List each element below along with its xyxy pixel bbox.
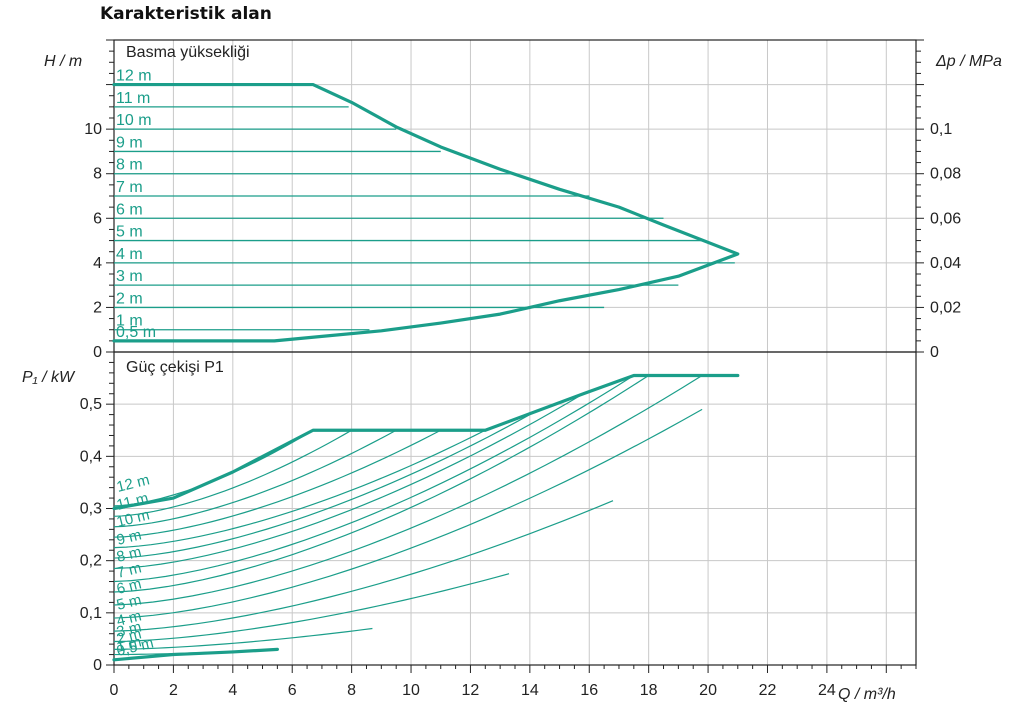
power-label: 5 m (115, 591, 143, 614)
power-curve (113, 374, 635, 583)
head-label: 5 m (116, 224, 143, 241)
y-tick-label-right: 0,1 (930, 121, 952, 138)
power-label: 2 m (115, 625, 143, 648)
y-tick-label-right: 0,02 (930, 299, 961, 316)
x-tick-label: 14 (521, 682, 539, 699)
axis-ticks (106, 39, 924, 673)
power-curve (113, 500, 614, 632)
power-envelope (112, 373, 740, 511)
x-tick-label: 0 (110, 682, 119, 699)
y-tick-label-lower: 0,1 (80, 605, 102, 622)
head-label: 7 m (116, 179, 143, 196)
power-label: 9 m (115, 526, 143, 549)
power-curve (113, 429, 442, 538)
y-axis-label-upper: H / m (44, 53, 82, 70)
y-tick-label-lower: 0,4 (80, 448, 102, 465)
power-curve (113, 429, 352, 517)
power-curve (113, 627, 373, 650)
x-axis-label: Q / m³/h (838, 686, 896, 703)
head-label: 9 m (116, 134, 143, 151)
power-curve (113, 393, 584, 570)
head-label: 12 m (116, 68, 152, 85)
power-label: 6 m (115, 575, 143, 598)
head-label: 0,5 m (116, 324, 156, 341)
power-curve (113, 374, 649, 593)
y-tick-label-lower: 0,3 (80, 501, 102, 518)
power-curve (113, 414, 531, 559)
head-label: 2 m (116, 290, 143, 307)
head-label: 3 m (116, 268, 143, 285)
power-curve (113, 374, 703, 606)
y-tick-label-upper: 0 (93, 344, 102, 361)
x-tick-label: 20 (699, 682, 717, 699)
power-curves (112, 373, 740, 662)
power-curve (113, 429, 486, 549)
y-tick-label-right: 0 (930, 344, 939, 361)
head-label: 1 m (116, 313, 143, 330)
y-tick-label-right: 0,06 (930, 210, 961, 227)
head-label: 11 m (116, 90, 150, 107)
power-label: 3 m (115, 618, 143, 641)
power-curve (113, 429, 397, 528)
head-envelope (112, 82, 740, 343)
head-label: 10 m (116, 112, 152, 129)
y-axis-label-lower: P₁ / kW (22, 369, 76, 386)
y-tick-label-upper: 8 (93, 166, 102, 183)
x-tick-label: 22 (759, 682, 777, 699)
y-tick-label-upper: 4 (93, 255, 102, 272)
x-tick-label: 2 (169, 682, 178, 699)
x-tick-label: 4 (228, 682, 237, 699)
y-tick-label-lower: 0,5 (80, 396, 102, 413)
chart-title: Karakteristik alan (100, 4, 272, 24)
x-tick-label: 24 (818, 682, 836, 699)
x-tick-label: 10 (402, 682, 420, 699)
y-tick-label-right: 0,04 (930, 255, 961, 272)
x-tick-label: 8 (347, 682, 356, 699)
y-tick-label-lower: 0,2 (80, 553, 102, 570)
head-label: 4 m (116, 246, 143, 263)
power-label: 4 m (115, 607, 143, 630)
x-tick-label: 18 (640, 682, 658, 699)
power-label: 7 m (115, 559, 143, 582)
head-label: 8 m (116, 157, 143, 174)
x-tick-label: 6 (288, 682, 297, 699)
y-axis-label-right: Δp / MPa (935, 53, 1002, 70)
head-curves (112, 82, 740, 343)
y-tick-label-right: 0,08 (930, 166, 961, 183)
y-tick-label-upper: 10 (84, 121, 102, 138)
lower-plot-title: Güç çekişi P1 (126, 359, 224, 376)
power-envelope-low (112, 647, 279, 662)
head-label: 6 m (116, 201, 143, 218)
y-tick-label-upper: 6 (93, 210, 102, 227)
y-tick-label-lower: 0 (93, 657, 102, 674)
power-label: 8 m (115, 543, 143, 566)
power-label: 1 m (115, 633, 143, 656)
y-tick-label-upper: 2 (93, 299, 102, 316)
upper-plot-title: Basma yüksekliği (126, 44, 250, 61)
power-curve (113, 408, 703, 619)
x-tick-label: 16 (580, 682, 598, 699)
power-curve (113, 573, 510, 643)
x-tick-label: 12 (462, 682, 480, 699)
